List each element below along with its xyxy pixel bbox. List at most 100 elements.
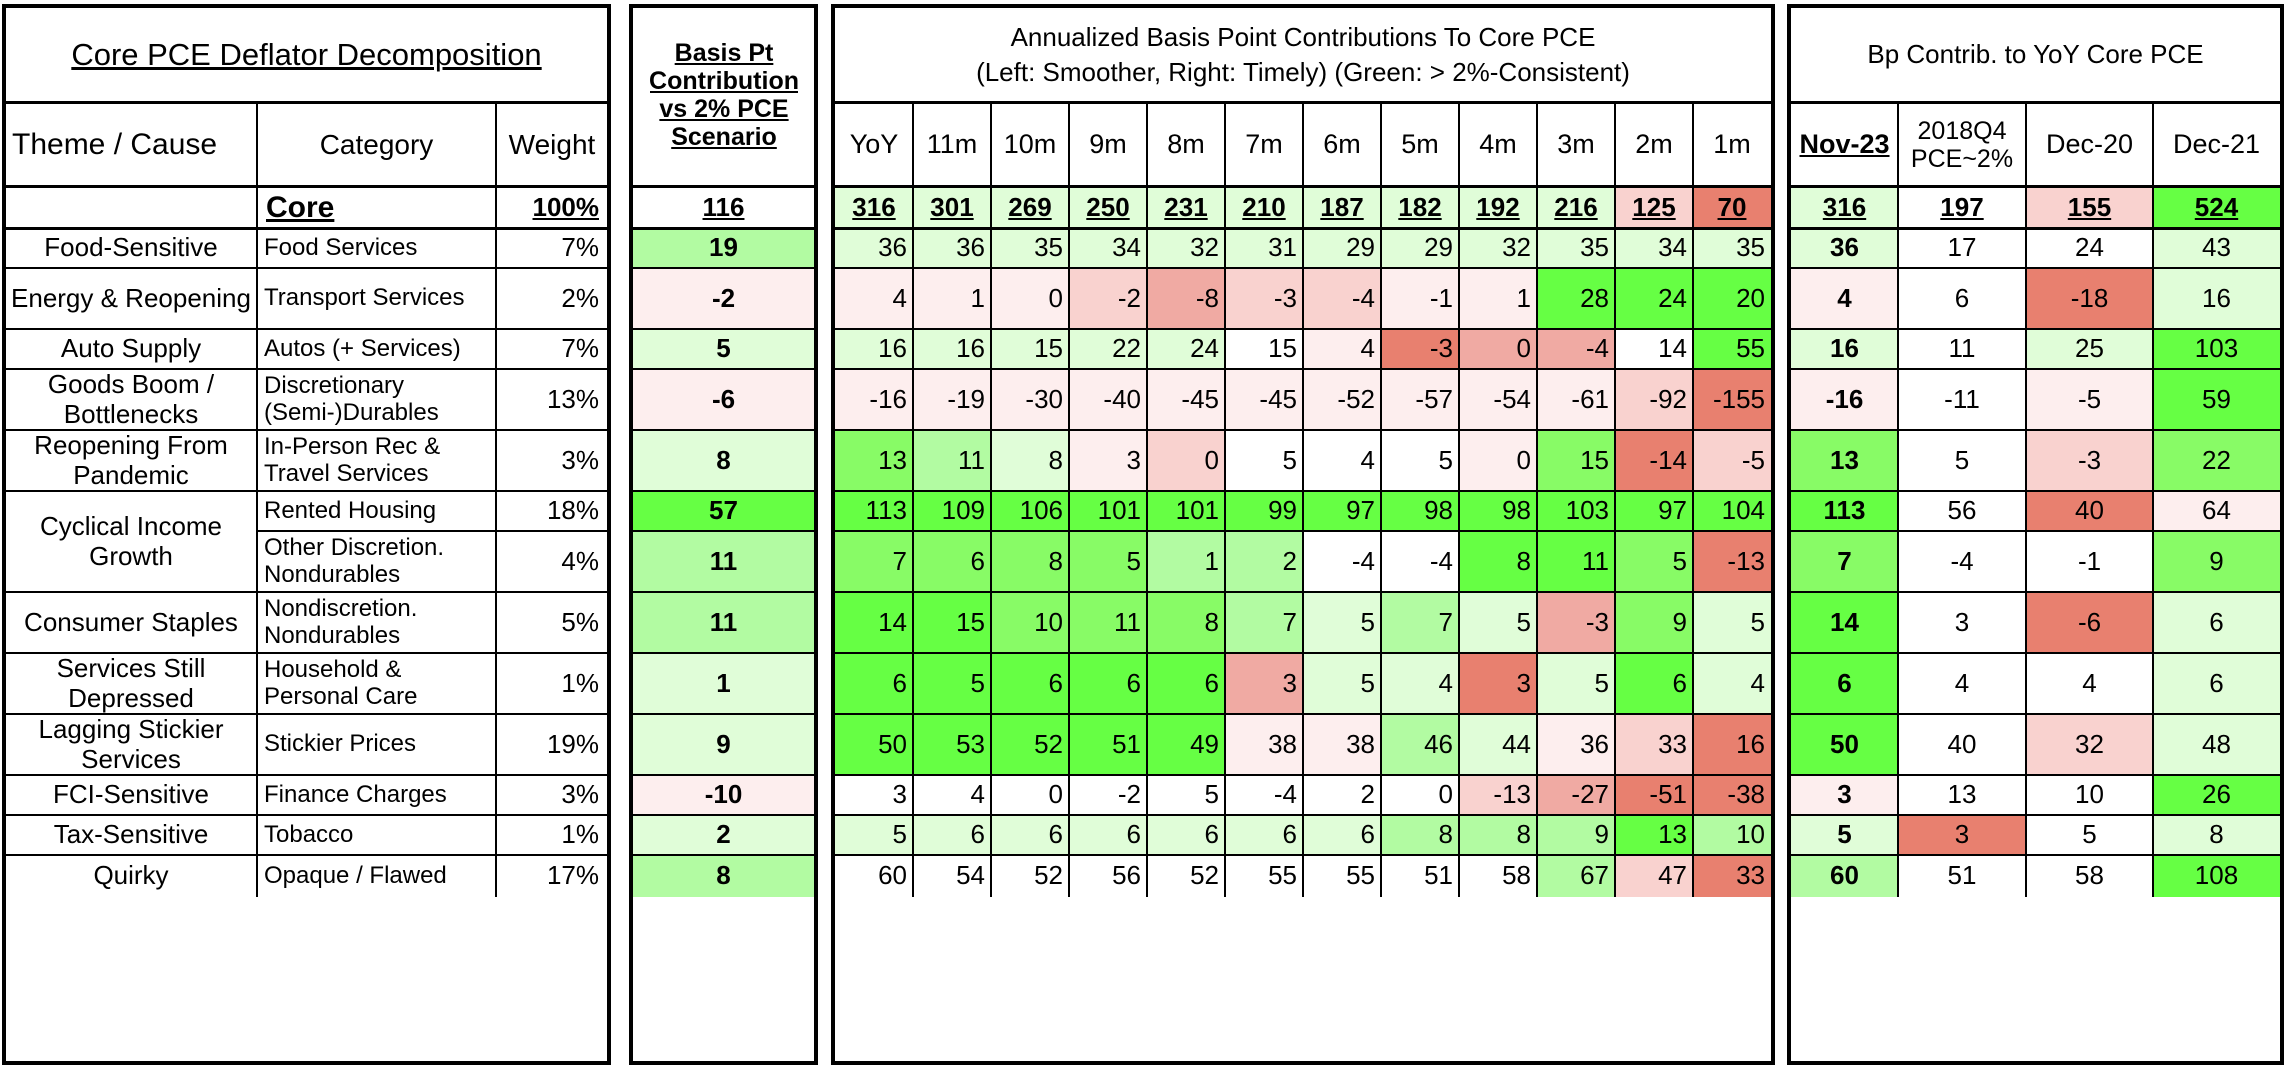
row-annual-value: 24 <box>1147 329 1225 369</box>
row-annual-value: -4 <box>1381 531 1459 592</box>
core-weight: 100% <box>532 191 600 222</box>
row-yoy-value: 3 <box>1898 592 2026 653</box>
col-weight-header: Weight <box>508 128 596 160</box>
row-annual-value: -57 <box>1381 369 1459 430</box>
grid-line <box>1536 104 1538 897</box>
row-annual-value: 5 <box>1069 531 1147 592</box>
row-annual-value: 11 <box>1537 531 1615 592</box>
grid-line <box>1791 774 2280 776</box>
row-category: Finance Charges <box>264 780 447 808</box>
row-yoy-value: 36 <box>1791 228 1898 268</box>
row-annual-value: 11 <box>913 430 991 491</box>
row-basis: 57 <box>633 491 814 531</box>
row-yoy-value: 60 <box>1791 855 1898 897</box>
col-theme-header: Theme / Cause <box>12 127 218 161</box>
yoy-col-header: Dec-20 <box>2045 129 2134 160</box>
grid-line <box>633 227 814 230</box>
row-annual-value: -52 <box>1303 369 1381 430</box>
row-yoy-value: -16 <box>1791 369 1898 430</box>
row-annual-value: 5 <box>1147 775 1225 815</box>
row-annual-value: 5 <box>1615 531 1693 592</box>
basis-title: Basis Pt Contribution vs 2% PCE Scenario <box>650 39 798 151</box>
row-annual-value: -3 <box>1381 329 1459 369</box>
row-annual-value: 101 <box>1069 491 1147 531</box>
row-yoy-value: 17 <box>1898 228 2026 268</box>
grid-line <box>633 774 814 776</box>
row-annual-value: 53 <box>913 714 991 775</box>
row-yoy-value: 103 <box>2153 329 2280 369</box>
row-annual-value: 33 <box>1693 855 1771 897</box>
grid-line <box>912 104 914 897</box>
row-annual-value: 35 <box>1537 228 1615 268</box>
row-annual-value: 99 <box>1225 491 1303 531</box>
row-annual-value: 6 <box>1069 815 1147 855</box>
row-annual-value: 29 <box>1381 228 1459 268</box>
annual-col-header: 8m <box>1167 129 1205 160</box>
row-annual-value: 35 <box>1693 228 1771 268</box>
row-yoy-value: 58 <box>2026 855 2153 897</box>
row-yoy-value: 3 <box>1791 775 1898 815</box>
row-yoy-value: 6 <box>1898 268 2026 329</box>
row-annual-value: 8 <box>991 430 1069 491</box>
row-annual-value: 33 <box>1615 714 1693 775</box>
row-weight: 5% <box>561 606 599 637</box>
row-annual-value: 2 <box>1303 775 1381 815</box>
core-yoy-value: 316 <box>1791 187 1898 228</box>
grid-line <box>633 652 814 654</box>
row-annual-value: 55 <box>1225 855 1303 897</box>
row-annual-value: 0 <box>1147 430 1225 491</box>
row-annual-value: 15 <box>913 592 991 653</box>
row-weight: 7% <box>561 333 599 364</box>
annualized-title-line2: (Left: Smoother, Right: Timely) (Green: … <box>976 57 1630 87</box>
row-basis: 19 <box>633 228 814 268</box>
row-annual-value: 6 <box>1615 653 1693 714</box>
row-yoy-value: 40 <box>2026 491 2153 531</box>
grid-line <box>1224 104 1226 897</box>
row-weight: 3% <box>561 444 599 475</box>
row-theme: Energy & Reopening <box>11 282 251 313</box>
row-yoy-value: 5 <box>1898 430 2026 491</box>
row-weight: 7% <box>561 232 599 263</box>
grid-line <box>495 104 497 897</box>
row-annual-value: 109 <box>913 491 991 531</box>
grid-line <box>6 814 607 816</box>
row-category: Stickier Prices <box>264 730 417 758</box>
grid-line <box>2025 104 2027 897</box>
row-annual-value: 104 <box>1693 491 1771 531</box>
annual-col-header: 5m <box>1401 129 1439 160</box>
grid-line <box>1692 104 1694 897</box>
row-annual-value: 38 <box>1303 714 1381 775</box>
row-annual-value: -1 <box>1381 268 1459 329</box>
grid-line <box>1791 227 2280 230</box>
row-theme: Tax-Sensitive <box>53 819 209 850</box>
row-weight: 18% <box>546 495 599 526</box>
row-yoy-value: 40 <box>1898 714 2026 775</box>
row-yoy-value: 5 <box>1791 815 1898 855</box>
core-annual-value: 187 <box>1303 187 1381 228</box>
row-annual-value: 9 <box>1537 815 1615 855</box>
row-yoy-value: 11 <box>1898 329 2026 369</box>
grid-line <box>1791 652 2280 654</box>
row-yoy-value: 113 <box>1791 491 1898 531</box>
row-annual-value: 52 <box>1147 855 1225 897</box>
grid-line <box>6 101 607 104</box>
row-category: In-Person Rec & Travel Services <box>264 432 441 487</box>
row-annual-value: -40 <box>1069 369 1147 430</box>
row-weight: 2% <box>561 282 599 313</box>
grid-line <box>1791 591 2280 593</box>
row-annual-value: 5 <box>1537 653 1615 714</box>
row-annual-value: 24 <box>1615 268 1693 329</box>
annual-col-header: 6m <box>1323 129 1361 160</box>
row-basis: 11 <box>633 592 814 653</box>
row-annual-value: 0 <box>991 268 1069 329</box>
core-yoy-value: 524 <box>2153 187 2280 228</box>
grid-line <box>6 368 607 370</box>
row-annual-value: -13 <box>1459 775 1537 815</box>
grid-line <box>835 101 1771 104</box>
yoy-col-header: 2018Q4 PCE~2% <box>1910 116 2014 173</box>
grid-line <box>1791 854 2280 856</box>
row-yoy-value: 4 <box>1898 653 2026 714</box>
row-theme: Quirky <box>93 860 169 891</box>
row-annual-value: 15 <box>1537 430 1615 491</box>
row-annual-value: 6 <box>1147 653 1225 714</box>
